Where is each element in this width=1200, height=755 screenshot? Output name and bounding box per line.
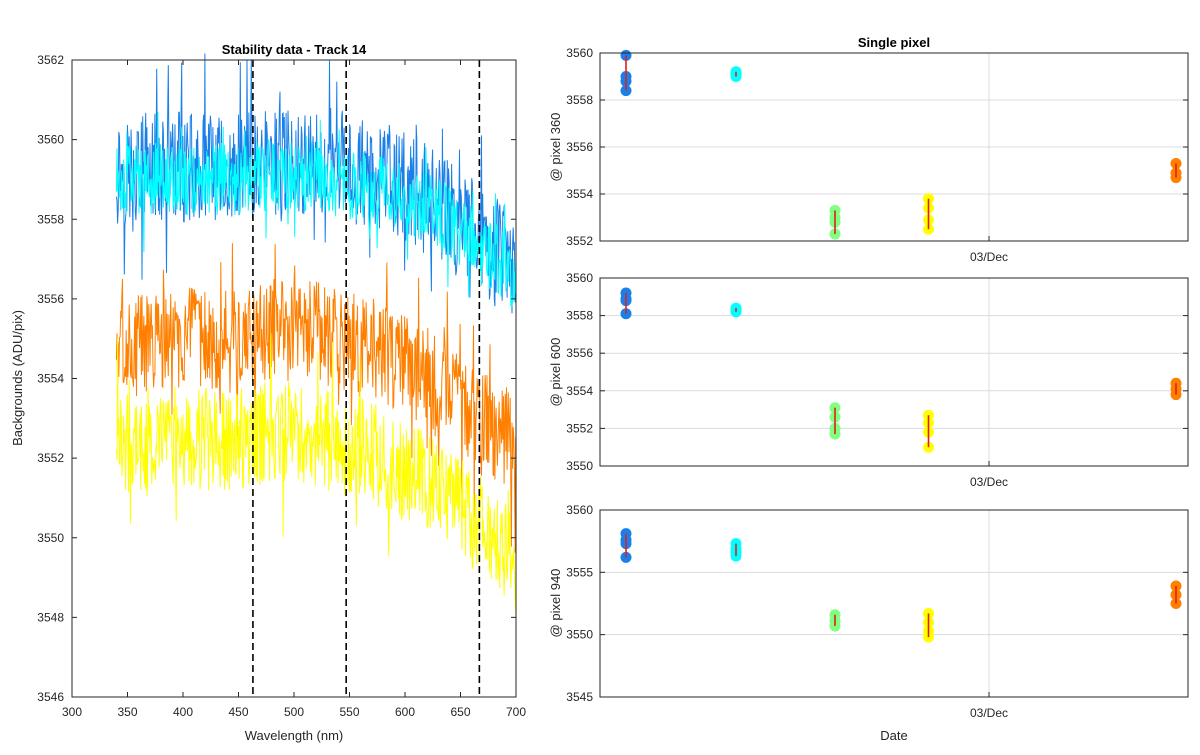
x-tick-label-date: 03/Dec [970,250,1008,264]
y-tick-label: 3550 [566,628,593,642]
marker-lines-group [252,60,481,697]
y-tick-label: 3550 [566,459,593,473]
y-tick-label: 3545 [566,690,593,704]
y-tick-label: 3556 [37,292,64,306]
pixel-600-ylabel: @ pixel 600 [548,338,563,407]
pixel-360-ticks-group: 3552 3554 3556 3558 3560 03/Dec [566,46,1188,264]
pixel-940-grid [600,510,1188,697]
stability-ylabel: Backgrounds (ADU/pix) [10,310,25,446]
stability-axes: 300 350 400 450 500 550 600 650 700 3546 3548 3550 3… [10,42,526,743]
pixel-600-points-group [620,287,1182,453]
y-tick-label: 3562 [37,53,64,67]
x-tick-label: 350 [117,705,137,719]
pixel-940-ticks-group: 3545 3550 3555 3560 03/Dec [566,503,1188,720]
y-tick-label: 3550 [37,531,64,545]
pixel-360-ylabel: @ pixel 360 [548,113,563,182]
y-tick-label: 3552 [566,421,593,435]
stability-series-1-line [115,53,517,314]
stability-series-2-line [115,111,517,307]
y-tick-label: 3556 [566,346,593,360]
y-tick-label: 3554 [566,187,593,201]
pixel-360-points-group [620,49,1182,240]
y-tick-label: 3560 [566,503,593,517]
x-tick-label: 300 [62,705,82,719]
pixel-600-axes: 3550 3552 3554 3556 3558 3560 03/Dec @ pixel 6… [548,271,1189,489]
date-xlabel: Date [880,728,907,743]
x-tick-label-date: 03/Dec [970,475,1008,489]
x-tick-label: 700 [506,705,526,719]
pixel-940-ylabel: @ pixel 940 [548,569,563,638]
x-tick-label: 600 [395,705,415,719]
stability-ticks-group: 300 350 400 450 500 550 600 650 700 3546 3548 3550 3… [37,53,526,719]
y-tick-label: 3558 [37,212,64,226]
y-tick-label: 3554 [566,384,593,398]
y-tick-label: 3558 [566,93,593,107]
y-tick-label: 3556 [566,140,593,154]
x-tick-label: 450 [228,705,248,719]
stability-series-3-line [115,243,517,553]
y-tick-label: 3552 [37,451,64,465]
y-tick-label: 3554 [37,372,64,386]
x-tick-label: 650 [450,705,470,719]
y-tick-label: 3558 [566,309,593,323]
pixel-360-grid [600,53,1188,241]
x-tick-label: 400 [173,705,193,719]
stability-series-4-line [115,333,517,612]
pixel-600-grid [600,278,1188,466]
y-tick-label: 3560 [37,133,64,147]
y-tick-label: 3548 [37,610,64,624]
y-tick-label: 3555 [566,565,593,579]
pixel-940-points-group [620,528,1182,643]
y-tick-label: 3560 [566,46,593,60]
x-tick-label: 550 [339,705,359,719]
x-tick-label: 500 [284,705,304,719]
x-tick-label-date: 03/Dec [970,706,1008,720]
stability-xlabel: Wavelength (nm) [245,728,344,743]
y-tick-label: 3552 [566,234,593,248]
single-pixel-title: Single pixel [858,35,930,50]
y-tick-label: 3560 [566,271,593,285]
y-tick-label: 3546 [37,690,64,704]
stability-series-group [115,53,517,612]
pixel-600-ticks-group: 3550 3552 3554 3556 3558 3560 03/Dec [566,271,1188,489]
pixel-940-axes: 3545 3550 3555 3560 03/Dec @ pixel 940 Date [548,503,1189,743]
stability-title: Stability data - Track 14 [222,42,367,57]
